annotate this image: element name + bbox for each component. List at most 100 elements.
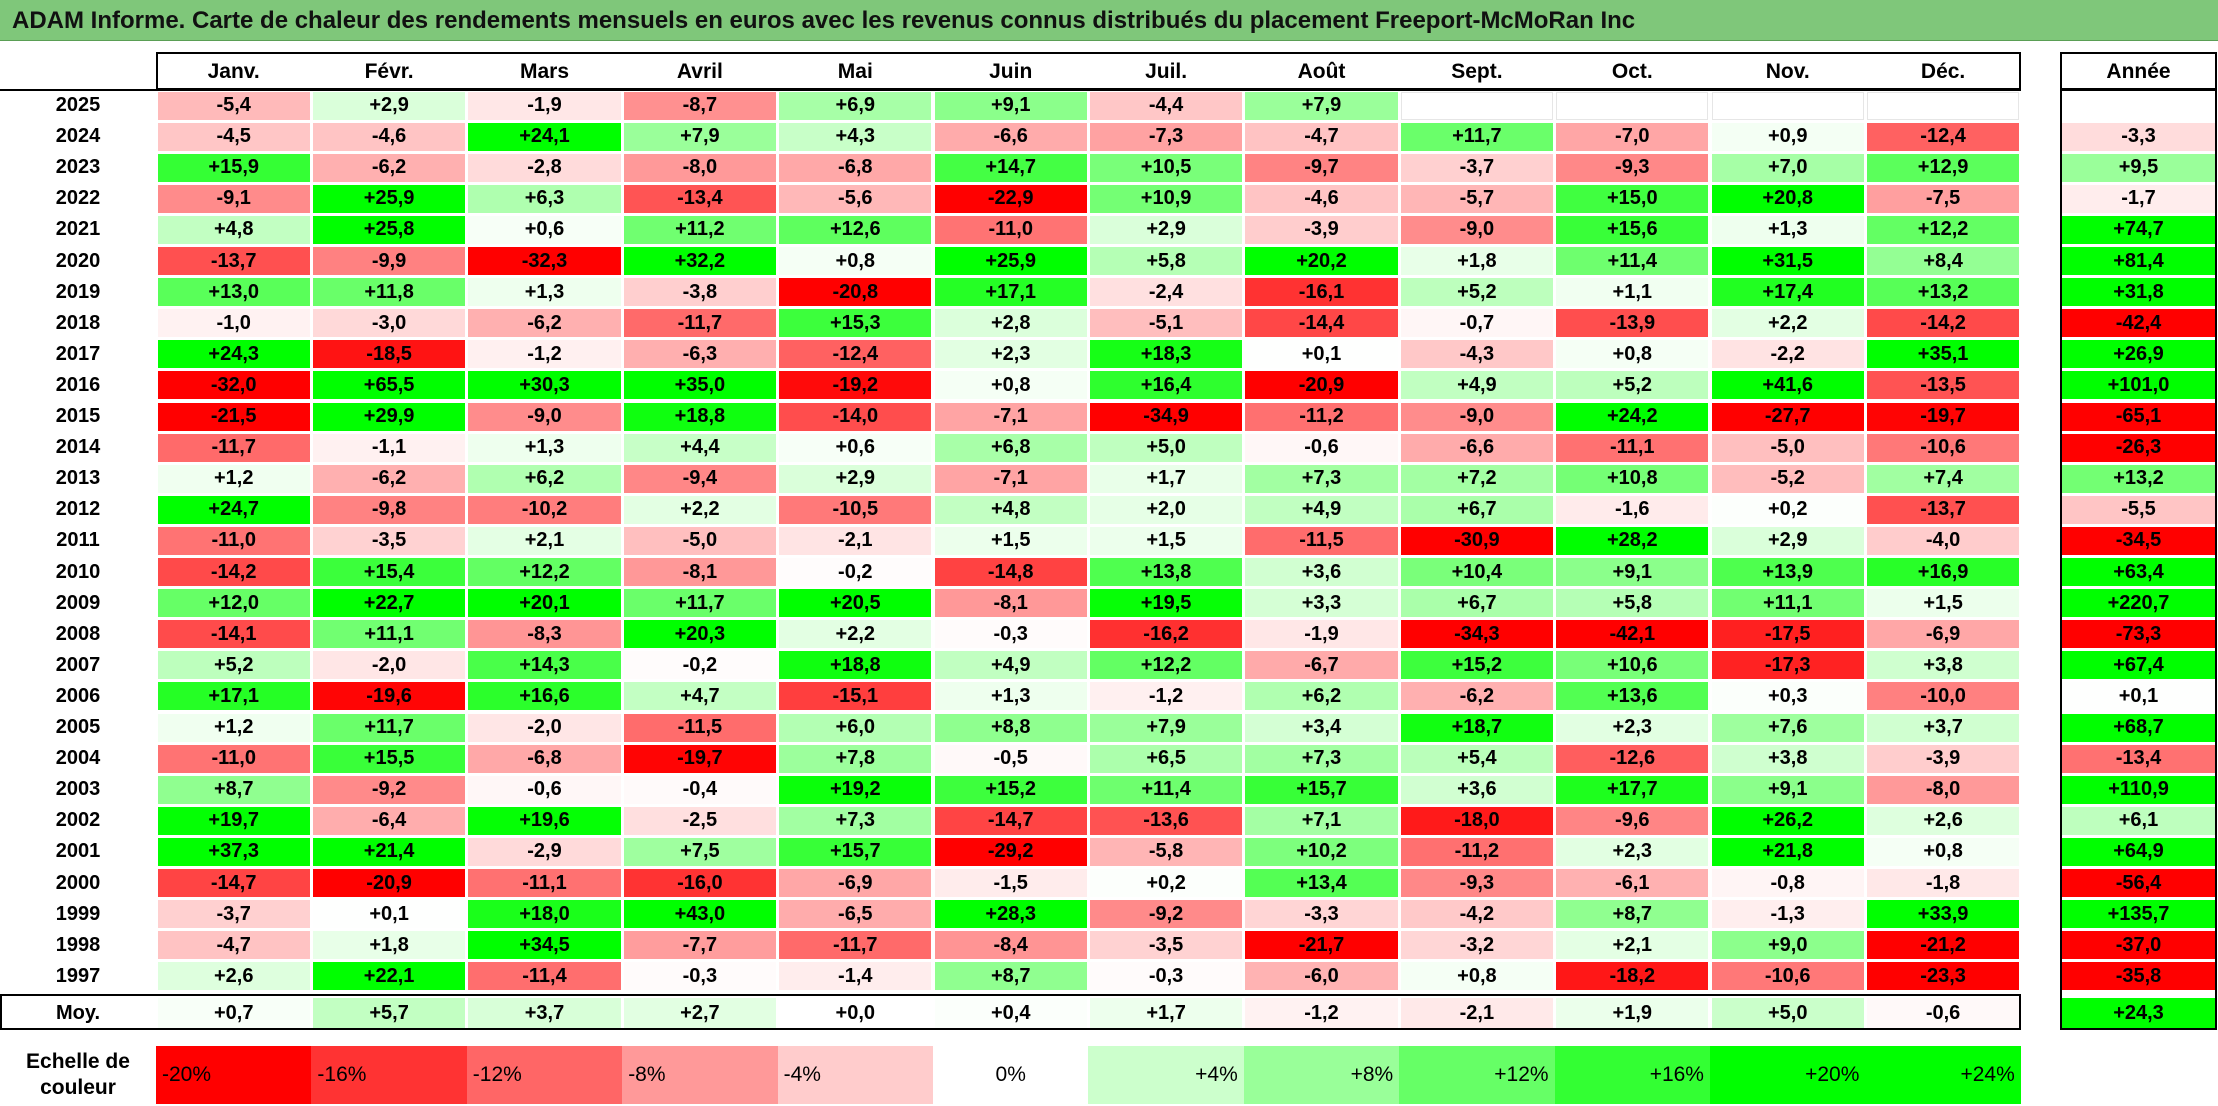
heatmap-cell: +0,1 <box>1245 340 1398 369</box>
month-header-3: Mars <box>519 60 569 83</box>
heatmap-cell: +2,3 <box>1556 713 1709 742</box>
color-scale-stop: -8% <box>622 1046 778 1104</box>
annual-cell <box>2062 92 2216 120</box>
heatmap-cell: -6,2 <box>312 464 466 493</box>
heatmap-cell: +25,9 <box>934 247 1087 276</box>
heatmap-cell: -34,9 <box>1089 402 1243 431</box>
heatmap-cell: +11,1 <box>312 620 466 649</box>
heatmap-cell: +8,7 <box>157 775 310 804</box>
heatmap-cell: +2,9 <box>312 91 466 120</box>
heatmap-cell: -16,2 <box>1089 620 1243 649</box>
heatmap-cell: +4,8 <box>934 495 1087 524</box>
heatmap-cell: -17,5 <box>1711 620 1864 649</box>
heatmap-cell: +0,9 <box>1711 122 1864 151</box>
heatmap-cell: +15,6 <box>1556 215 1709 244</box>
heatmap-cell: -13,5 <box>1866 371 2020 400</box>
annual-cell: -35,8 <box>2061 962 2216 991</box>
month-header-7: Juil. <box>1145 60 1188 83</box>
heatmap-cell: -10,6 <box>1866 433 2020 462</box>
heatmap-cell: -3,7 <box>157 900 310 929</box>
heatmap-cell: -21,7 <box>1245 931 1398 960</box>
heatmap-cell: -11,2 <box>1245 402 1398 431</box>
heatmap-cell: +65,5 <box>312 371 466 400</box>
heatmap-cell: +1,2 <box>157 713 310 742</box>
heatmap-cell: -9,2 <box>312 775 466 804</box>
heatmap-cell: +1,2 <box>157 464 310 493</box>
heatmap-cell: -6,2 <box>312 153 466 182</box>
color-scale-stop: +24% <box>1865 1046 2021 1104</box>
heatmap-cell: -1,0 <box>157 309 310 338</box>
heatmap-cell: -11,5 <box>623 713 777 742</box>
heatmap-cell: -11,2 <box>1400 837 1554 866</box>
heatmap-cell: -9,6 <box>1556 806 1709 835</box>
color-scale-stop: +16% <box>1554 1046 1710 1104</box>
year-label: 2025 <box>55 94 101 117</box>
heatmap-cell: +11,7 <box>312 713 466 742</box>
heatmap-cell: -11,1 <box>468 869 621 898</box>
heatmap-cell: -13,9 <box>1556 309 1709 338</box>
heatmap-cell: +2,1 <box>468 526 621 555</box>
heatmap-cell: -20,9 <box>1245 371 1398 400</box>
heatmap-cell: -42,1 <box>1556 620 1709 649</box>
annual-cell: -37,0 <box>2061 931 2216 960</box>
heatmap-cell: +20,3 <box>623 620 777 649</box>
color-scale-stop: -20% <box>156 1046 312 1104</box>
year-label: 2004 <box>55 747 101 770</box>
month-header-10: Oct. <box>1611 60 1653 83</box>
annual-cell: +220,7 <box>2061 589 2216 618</box>
heatmap-cell: -13,6 <box>1089 806 1243 835</box>
heatmap-cell: -19,6 <box>312 682 466 711</box>
heatmap-cell: +19,2 <box>779 775 932 804</box>
year-label: 2007 <box>55 653 101 676</box>
heatmap-cell: -9,0 <box>1400 215 1554 244</box>
heatmap-cell: -20,9 <box>312 869 466 898</box>
heatmap-cell: +15,2 <box>934 775 1087 804</box>
annual-cell: +74,7 <box>2061 215 2216 244</box>
heatmap-cell: -6,5 <box>779 900 932 929</box>
heatmap-cell: +4,9 <box>934 651 1087 680</box>
heatmap-cell: -21,5 <box>157 402 310 431</box>
heatmap-cell: +32,2 <box>623 247 777 276</box>
heatmap-cell: -4,7 <box>1245 122 1398 151</box>
year-label: 2021 <box>55 218 101 241</box>
year-label: 2013 <box>55 467 101 490</box>
color-scale-stop: +20% <box>1710 1046 1866 1104</box>
heatmap-cell: +1,3 <box>934 682 1087 711</box>
heatmap-cell: +4,3 <box>779 122 932 151</box>
heatmap-cell: +19,5 <box>1089 589 1243 618</box>
average-cell: -1,2 <box>1245 997 1398 1029</box>
heatmap-cell: -8,0 <box>623 153 777 182</box>
heatmap-cell: -32,3 <box>468 247 621 276</box>
heatmap-cell: -6,4 <box>312 806 466 835</box>
heatmap-cell: -10,0 <box>1866 682 2020 711</box>
heatmap-cell: -11,0 <box>157 744 310 773</box>
heatmap-cell: -5,6 <box>779 184 932 213</box>
heatmap-cell: +0,8 <box>779 247 932 276</box>
heatmap-cell: -13,7 <box>1866 495 2020 524</box>
heatmap-cell: +11,1 <box>1711 589 1864 618</box>
heatmap-cell: +2,9 <box>779 464 932 493</box>
average-cell: +1,7 <box>1089 997 1243 1029</box>
heatmap-cell: -8,3 <box>468 620 621 649</box>
heatmap-cell: +12,2 <box>1866 215 2020 244</box>
heatmap-cell: +31,5 <box>1711 247 1864 276</box>
heatmap-cell: +19,6 <box>468 806 621 835</box>
year-label: 2009 <box>55 591 101 614</box>
heatmap-cell: -6,2 <box>468 309 621 338</box>
heatmap-cell: -6,7 <box>1245 651 1398 680</box>
heatmap-cell: +7,4 <box>1866 464 2020 493</box>
heatmap-cell: -6,0 <box>1245 962 1398 991</box>
year-label: 2015 <box>55 405 101 428</box>
heatmap-cell <box>1556 91 1709 120</box>
heatmap-cell: -9,3 <box>1556 153 1709 182</box>
heatmap-cell: -3,2 <box>1400 931 1554 960</box>
heatmap-cell: +6,9 <box>779 91 932 120</box>
heatmap-cell: -1,8 <box>1866 869 2020 898</box>
heatmap-cell: -9,3 <box>1400 869 1554 898</box>
heatmap-cell: -12,4 <box>1866 122 2020 151</box>
annual-cell: +26,9 <box>2061 340 2216 369</box>
heatmap-cell: -4,4 <box>1089 91 1243 120</box>
heatmap-cell: +9,1 <box>934 91 1087 120</box>
heatmap-cell: +1,3 <box>468 278 621 307</box>
heatmap-cell: +8,7 <box>934 962 1087 991</box>
